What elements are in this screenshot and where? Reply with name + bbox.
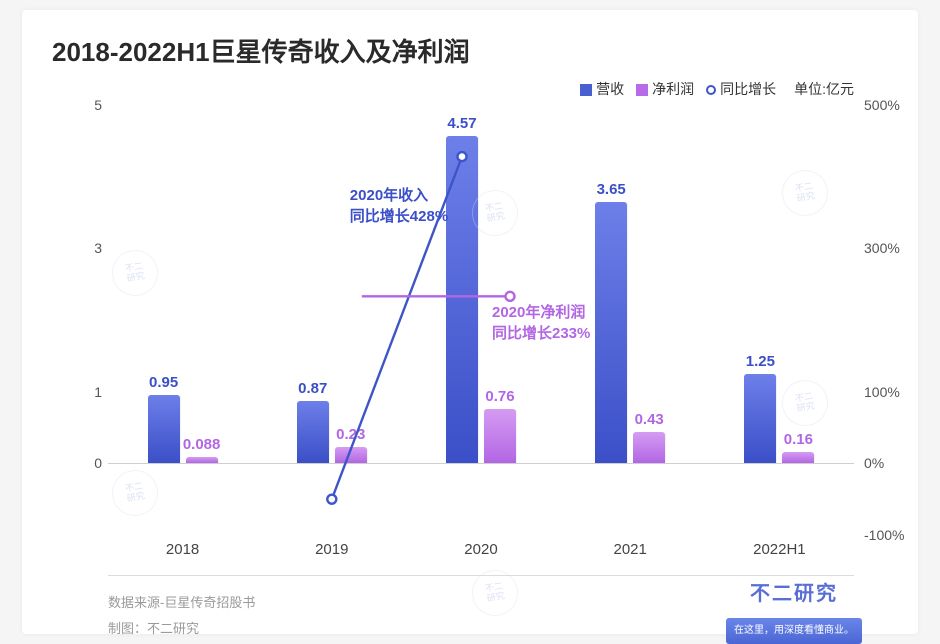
legend: 营收 净利润 同比增长 单位:亿元 [52,79,854,99]
brand-block: 不二研究 在这里，用深度看懂商业。 [726,574,862,644]
yleft-tick: 3 [52,240,102,256]
legend-item-growth: 同比增长 [706,79,776,99]
legend-unit: 单位:亿元 [794,79,854,99]
yright-tick: 300% [864,240,914,256]
plot-area: 0135 -100%0%100%300%500% 20180.950.08820… [108,105,854,535]
bar-profit [633,432,665,463]
bar-revenue [744,374,776,464]
bar-revenue-value: 0.95 [124,374,204,391]
brand-name: 不二研究 [726,574,862,614]
bar-profit [335,447,367,463]
brand-tag: 在这里，用深度看懂商业。 [726,618,862,644]
annotation-line: 同比增长233% [492,325,590,342]
bar-revenue-value: 1.25 [720,353,800,370]
chart-card: 2018-2022H1巨星传奇收入及净利润 营收 净利润 同比增长 单位:亿元 0 1 3… [22,10,918,634]
bar-revenue-value: 4.57 [422,115,502,132]
yleft-tick: 5 [52,97,102,113]
legend-marker-growth [706,85,716,95]
y-axis-right: -100%0%100%300%500% [864,105,914,535]
yleft-tick: 1 [52,384,102,400]
y-axis-left: 0135 [52,105,102,535]
annotation-line: 2020年收入 [350,187,428,204]
legend-swatch-revenue [580,84,592,96]
yright-tick: 0% [864,455,914,471]
bar-profit-value: 0.088 [162,436,242,453]
bar-profit [782,452,814,463]
annotation-line: 2020年净利润 [492,304,585,321]
yright-tick: 500% [864,97,914,113]
bar-profit [484,409,516,463]
bar-revenue-value: 3.65 [571,181,651,198]
category-label: 2019 [257,535,406,558]
bar-revenue [148,395,180,463]
bar-revenue-value: 0.87 [273,380,353,397]
bar-profit-value: 0.43 [609,411,689,428]
bar-layer: 20180.950.08820190.870.2320204.570.76202… [108,105,854,535]
bar-profit-value: 0.76 [460,388,540,405]
yleft-tick: 0 [52,455,102,471]
legend-item-revenue: 营收 [580,79,624,99]
annotation-revenue-growth: 2020年收入同比增长428% [350,185,448,227]
category-label: 2021 [556,535,705,558]
yright-tick: 100% [864,384,914,400]
bar-revenue [446,136,478,463]
yright-tick: -100% [864,527,914,543]
legend-label-growth: 同比增长 [720,81,776,97]
chart-title: 2018-2022H1巨星传奇收入及净利润 [52,32,888,69]
category-label: 2018 [108,535,257,558]
legend-label-revenue: 营收 [596,81,624,97]
category-label: 2022H1 [705,535,854,558]
legend-item-profit: 净利润 [636,79,694,99]
bar-profit-value: 0.16 [758,431,838,448]
category-label: 2020 [406,535,555,558]
legend-swatch-profit [636,84,648,96]
annotation-line: 同比增长428% [350,208,448,225]
category-group: 2022H11.250.16 [705,105,854,535]
category-group: 20190.870.23 [257,105,406,535]
bar-profit-value: 0.23 [311,426,391,443]
legend-label-profit: 净利润 [652,81,694,97]
bar-profit [186,457,218,463]
annotation-profit-growth: 2020年净利润同比增长233% [492,302,590,344]
